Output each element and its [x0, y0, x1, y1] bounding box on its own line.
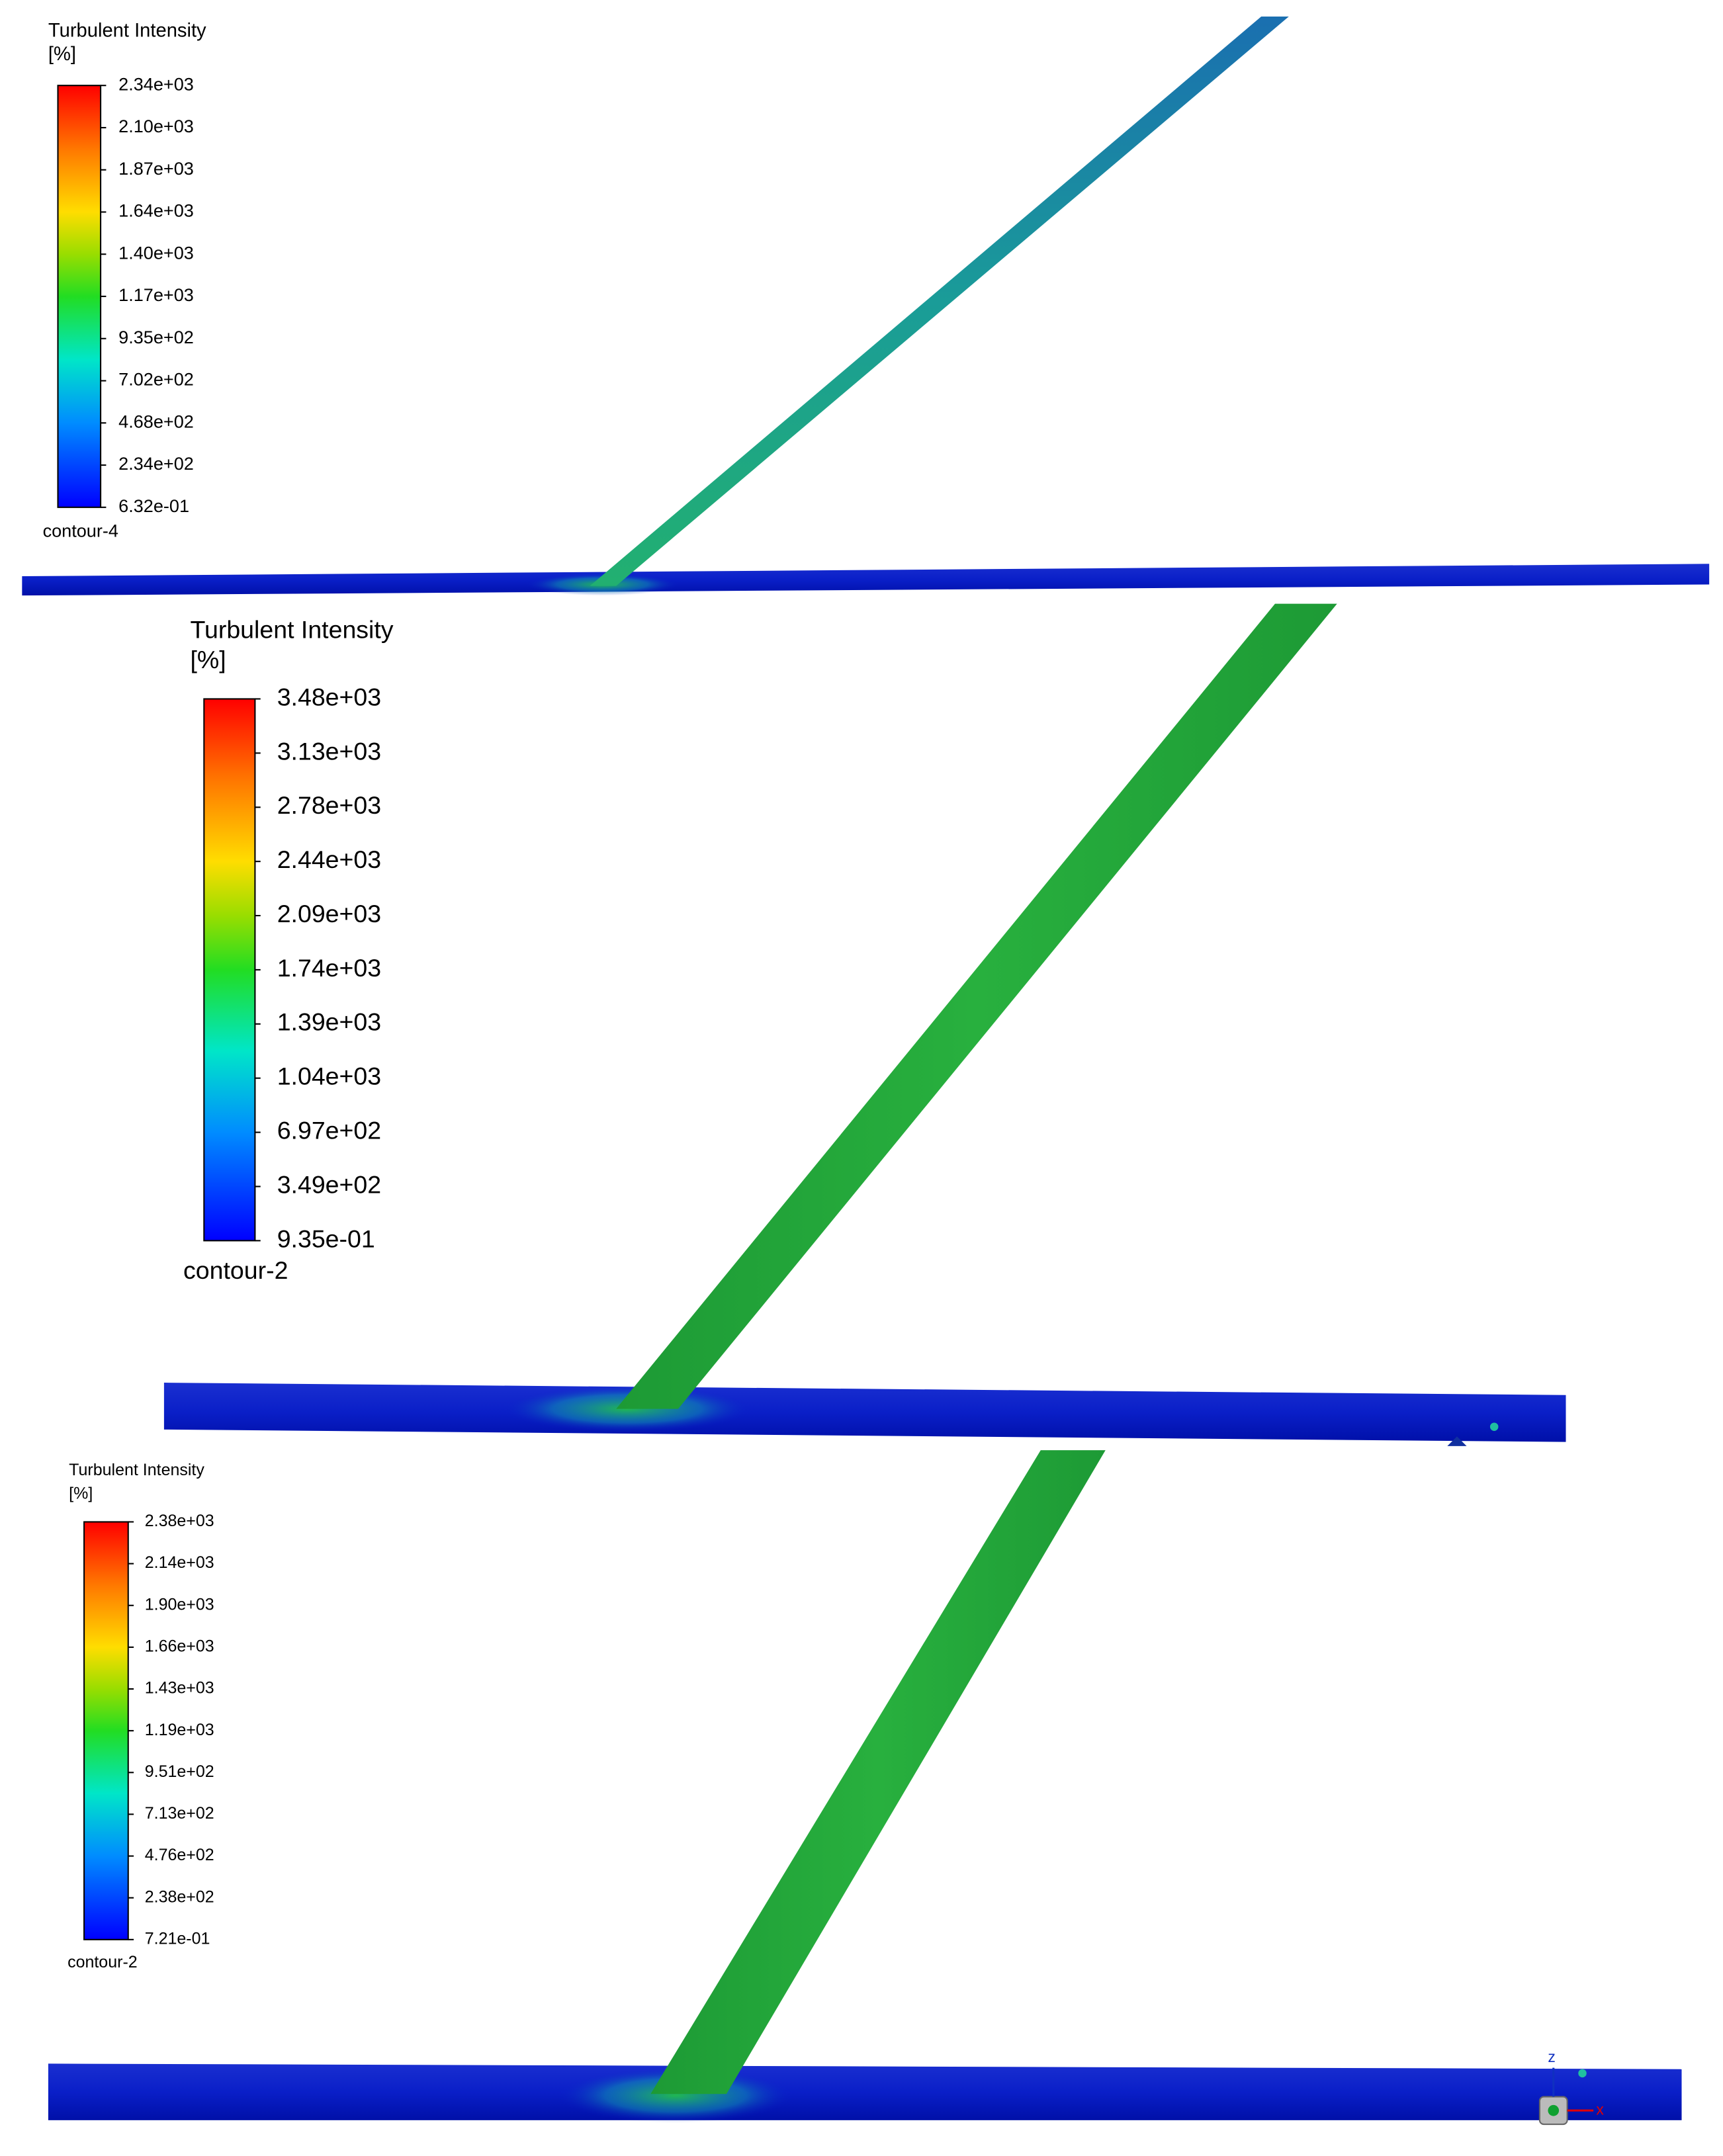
triad-origin [1548, 2104, 1560, 2116]
colorbar-label: 3.13e+03 [277, 737, 381, 765]
colorbar-label: 7.13e+02 [145, 1804, 214, 1823]
colorbar-label: 2.14e+03 [145, 1553, 214, 1572]
colorbar-label: 4.68e+02 [118, 411, 194, 431]
colorbar-label: 2.09e+03 [277, 900, 381, 927]
horizontal-pipe [163, 1383, 1566, 1442]
colorbar-label: 1.43e+03 [145, 1679, 214, 1698]
diagonal-pipe [650, 1450, 1106, 2094]
colorbar-label: 7.02e+02 [118, 369, 194, 390]
colorbar-label: 1.74e+03 [277, 954, 381, 982]
colorbar-label: 2.10e+03 [118, 116, 194, 136]
legend-unit: [%] [190, 646, 226, 673]
colorbar-label: 1.17e+03 [118, 284, 194, 305]
colorbar-label: 2.34e+03 [118, 73, 194, 94]
colorbar-label: 2.44e+03 [277, 845, 381, 873]
colorbar-label: 9.51e+02 [145, 1762, 214, 1781]
axis-triad: z x [1538, 2048, 1604, 2126]
triad-x-label: x [1596, 2100, 1604, 2118]
colorbar-label: 3.48e+03 [277, 683, 381, 711]
legend-title: Turbulent Intensity [190, 615, 393, 643]
colorbar [57, 85, 102, 508]
colorbar-label: 6.32e-01 [118, 496, 189, 516]
colorbar-label: 2.38e+03 [145, 1512, 214, 1530]
horizontal-pipe [48, 2063, 1682, 2120]
colorbar-label: 2.38e+02 [145, 1887, 214, 1906]
junction-glow [558, 2067, 793, 2123]
colorbar-label: 7.21e-01 [145, 1929, 210, 1948]
colorbar-label: 1.87e+03 [118, 158, 194, 179]
colorbar-label: 1.40e+03 [118, 242, 194, 263]
colorbar-label: 2.34e+02 [118, 453, 194, 474]
colorbar-label: 4.76e+02 [145, 1846, 214, 1864]
contour-name: contour-2 [67, 1953, 138, 1971]
colorbar-label: 2.78e+03 [277, 791, 381, 819]
probe-point [1489, 1422, 1499, 1431]
contour-name: contour-2 [183, 1256, 288, 1284]
colorbar [203, 698, 256, 1242]
legend-title: Turbulent Intensity [69, 1461, 204, 1479]
contour-name: contour-4 [43, 520, 118, 540]
colorbar-label: 9.35e+02 [118, 327, 194, 347]
colorbar-label: 6.97e+02 [277, 1117, 381, 1144]
diagonal-pipe [616, 603, 1337, 1409]
colorbar-label: 1.04e+03 [277, 1062, 381, 1090]
colorbar-label: 9.35e-01 [277, 1225, 375, 1252]
colorbar-label: 1.39e+03 [277, 1008, 381, 1036]
colorbar-label: 1.66e+03 [145, 1637, 214, 1655]
colorbar-label: 3.49e+02 [277, 1170, 381, 1198]
triad-marker [1447, 1436, 1467, 1446]
legend-unit: [%] [48, 44, 76, 65]
legend-unit: [%] [69, 1484, 93, 1502]
colorbar-label: 1.90e+03 [145, 1595, 214, 1614]
diagonal-pipe [590, 17, 1289, 586]
colorbar-label: 1.19e+03 [145, 1721, 214, 1739]
legend-title: Turbulent Intensity [48, 21, 206, 42]
colorbar-label: 1.64e+03 [118, 200, 194, 221]
triad-z-label: z [1548, 2048, 1555, 2065]
colorbar [83, 1521, 129, 1940]
horizontal-pipe [22, 564, 1710, 596]
triad-dot [1578, 2069, 1587, 2078]
